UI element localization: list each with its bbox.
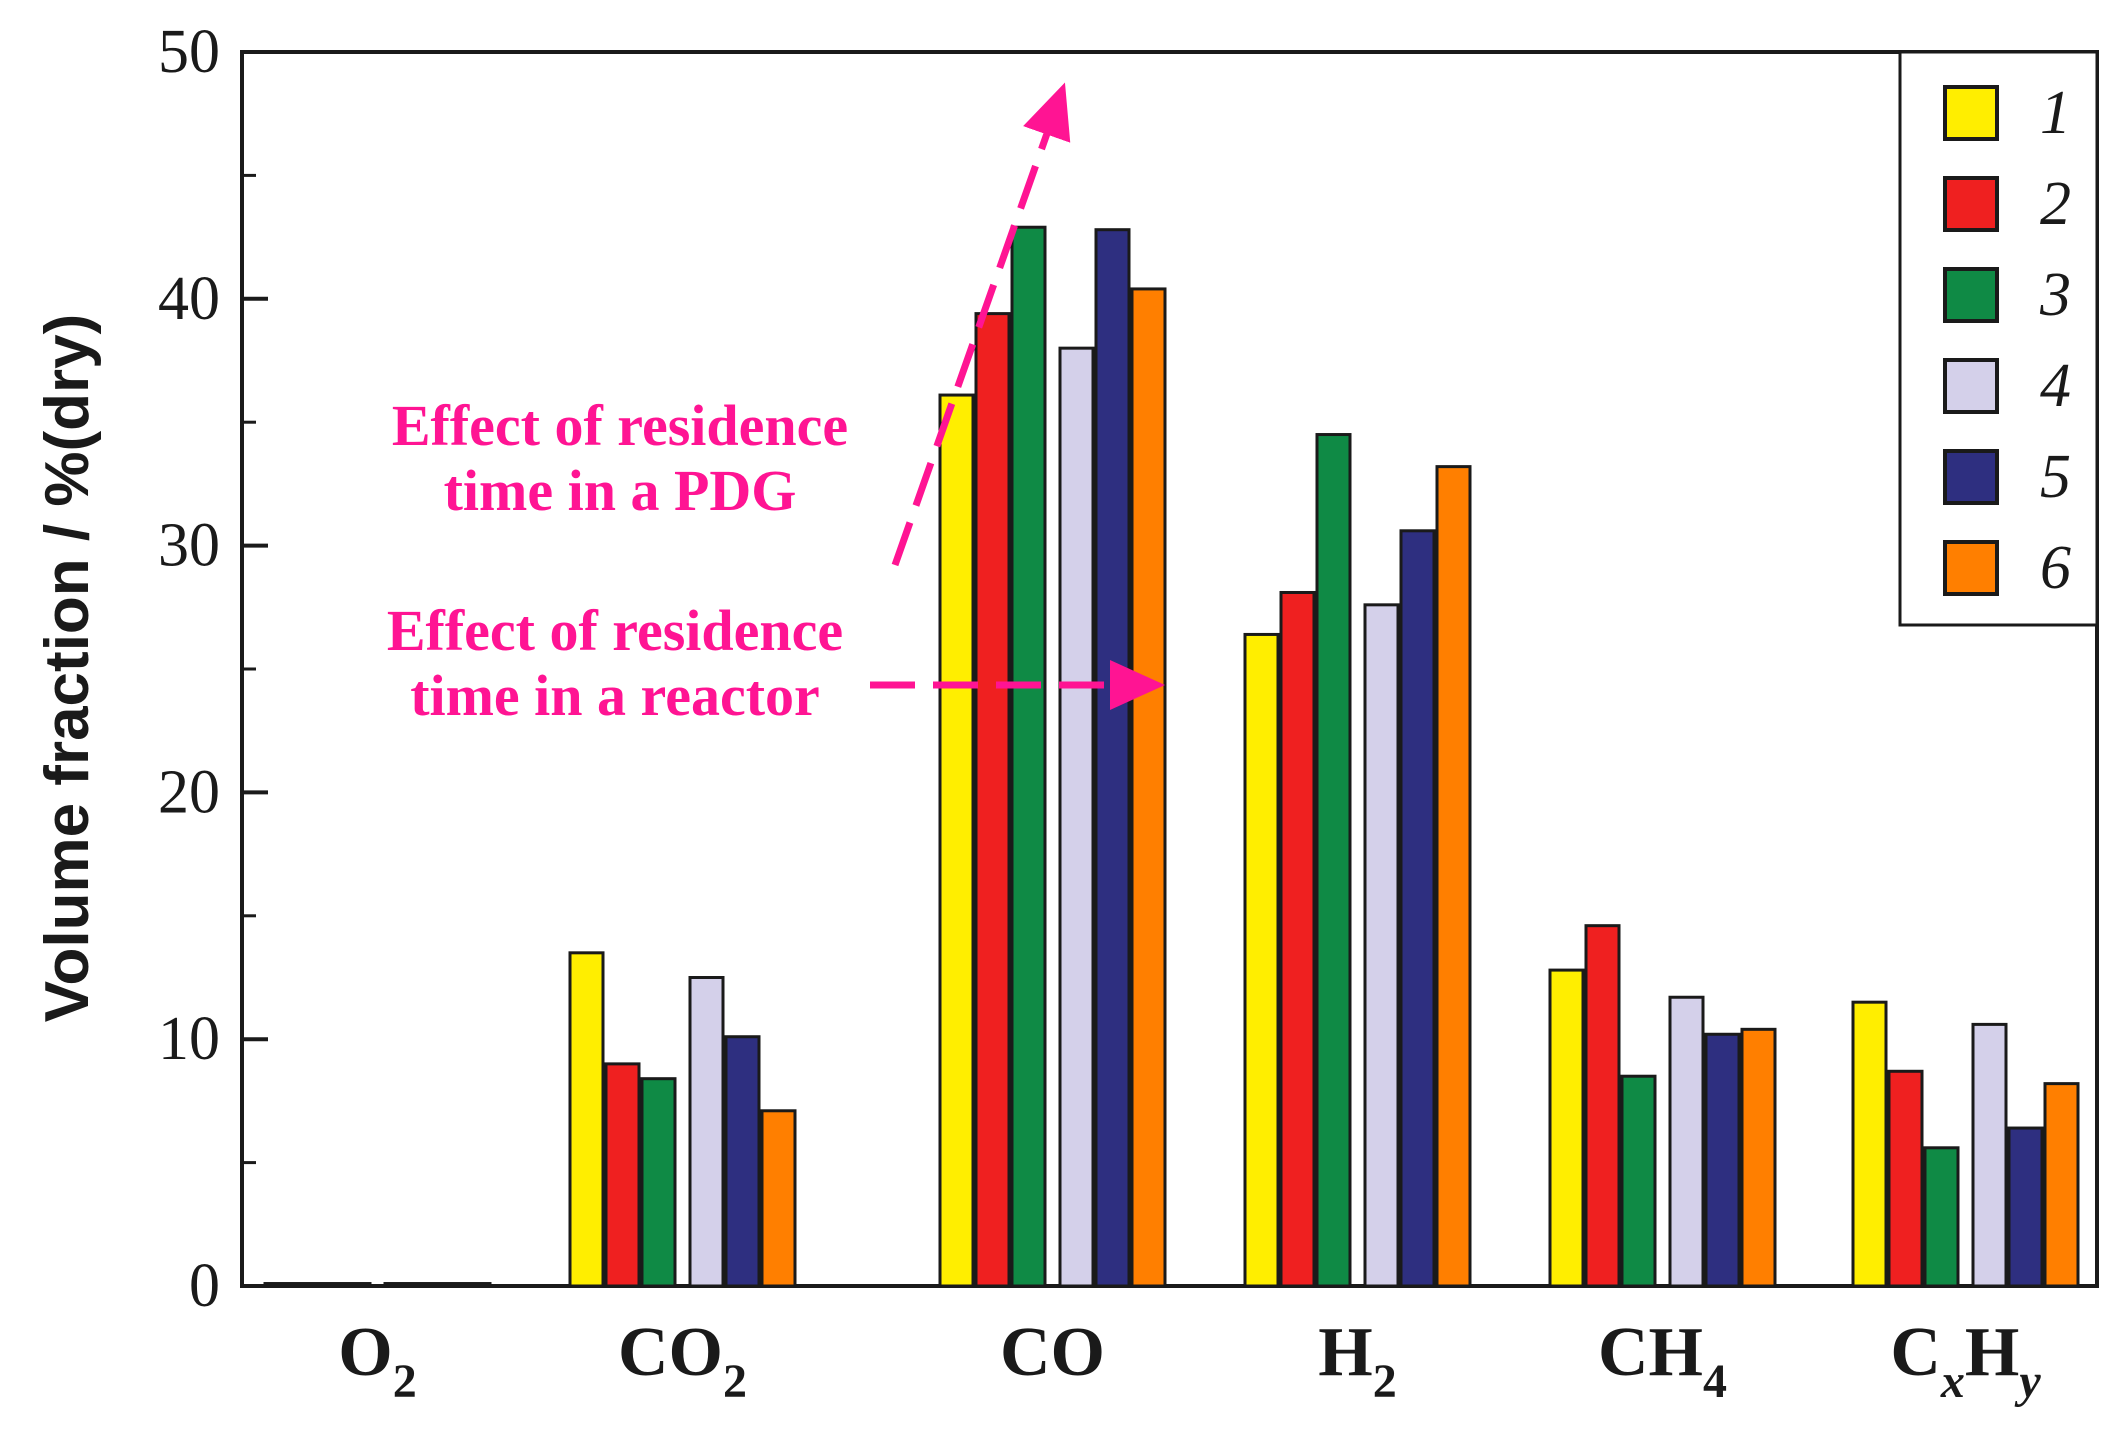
y-tick-label: 50 — [158, 18, 220, 86]
x-tick-label: CO — [1000, 1314, 1105, 1391]
bar-h2-series-5 — [1399, 529, 1436, 1288]
x-tick-label: CH4 — [1598, 1314, 1727, 1408]
y-axis-label: Volume fraction / %(dry) — [33, 314, 102, 1023]
annotation-text: Effect of residence time in a PDG — [392, 393, 848, 523]
legend-label-6: 6 — [2040, 534, 2071, 602]
legend-frame — [1898, 50, 2099, 627]
y-tick-label: 40 — [158, 265, 220, 333]
bar-cxy-series-4 — [1971, 1022, 2008, 1288]
bar-cxy-series-2 — [1887, 1069, 1924, 1288]
y-axis: 0 10 20 30 40 50 — [158, 18, 268, 1320]
bar-h2-series-6 — [1435, 465, 1472, 1288]
bar-h2-series-4 — [1363, 603, 1400, 1288]
bar-ch4-series-6 — [1740, 1027, 1777, 1288]
bar-co2-series-1 — [568, 951, 605, 1288]
bar-co2-series-2 — [604, 1062, 641, 1288]
bar-co2-series-4 — [688, 976, 725, 1288]
legend-swatch-2 — [1943, 176, 1999, 232]
bar-o2-series-4 — [383, 1282, 420, 1288]
bar-o2-series-5 — [419, 1282, 456, 1288]
bar-co2-series-6 — [760, 1109, 797, 1288]
bar-co-series-4 — [1058, 346, 1095, 1288]
annotation-text: Effect of residence time in a reactor — [387, 598, 843, 728]
x-tick-label: O2 — [338, 1314, 416, 1408]
bar-o2-series-3 — [335, 1282, 372, 1288]
legend-swatch-6 — [1943, 540, 1999, 596]
y-tick-label: 20 — [158, 758, 220, 826]
legend-swatch-5 — [1943, 449, 1999, 505]
bar-o2-series-2 — [299, 1282, 336, 1288]
bar-ch4-series-1 — [1548, 968, 1585, 1288]
bar-cxy-series-5 — [2007, 1126, 2044, 1288]
bar-cxy-series-1 — [1851, 1000, 1888, 1288]
pdg-arrow — [891, 82, 1071, 567]
legend-swatch-1 — [1943, 85, 1999, 141]
bar-h2-series-3 — [1315, 433, 1352, 1288]
bar-ch4-series-2 — [1584, 924, 1621, 1288]
bars — [263, 225, 2080, 1288]
legend-swatch-3 — [1943, 267, 1999, 323]
x-tick-label: CO2 — [618, 1314, 747, 1408]
legend-label-1: 1 — [2040, 79, 2071, 147]
bar-ch4-series-3 — [1620, 1074, 1657, 1288]
legend-label-3: 3 — [2039, 261, 2071, 329]
legend: 1 2 3 4 5 6 — [1898, 50, 2099, 627]
legend-label-5: 5 — [2040, 443, 2071, 511]
bar-co2-series-5 — [724, 1035, 761, 1288]
bar-cxy-series-3 — [1923, 1146, 1960, 1288]
legend-label-4: 4 — [2040, 352, 2071, 420]
bar-co-series-6 — [1130, 287, 1167, 1288]
legend-swatch-4 — [1943, 358, 1999, 414]
bar-ch4-series-5 — [1704, 1032, 1741, 1288]
y-tick-label: 10 — [158, 1005, 220, 1073]
legend-label-2: 2 — [2040, 170, 2071, 238]
bar-co-series-1 — [938, 393, 975, 1288]
bar-o2-series-6 — [455, 1282, 492, 1288]
bar-o2-series-1 — [263, 1282, 300, 1288]
x-tick-label: CxHy — [1890, 1314, 2041, 1408]
bar-h2-series-2 — [1279, 590, 1316, 1288]
x-tick-label: H2 — [1318, 1314, 1396, 1408]
annotations: Effect of residence time in a PDG Effect o… — [387, 82, 1165, 728]
bar-ch4-series-4 — [1668, 995, 1705, 1288]
bar-co-series-2 — [974, 312, 1011, 1288]
y-tick-label: 0 — [189, 1252, 220, 1320]
bar-co2-series-3 — [640, 1077, 677, 1288]
bar-h2-series-1 — [1243, 632, 1280, 1288]
bar-co-series-5 — [1094, 228, 1131, 1288]
y-tick-label: 30 — [158, 512, 220, 580]
bar-cxy-series-6 — [2043, 1082, 2080, 1288]
bar-co-series-3 — [1010, 225, 1047, 1288]
x-axis: O2 CO2 CO H2 CH4 CxHy — [338, 1314, 2041, 1408]
